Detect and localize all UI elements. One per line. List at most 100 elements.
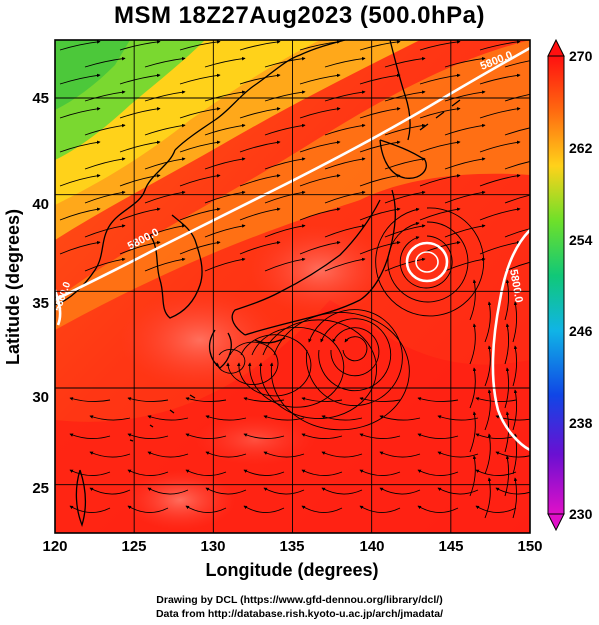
- streamline: [444, 157, 486, 170]
- streamline: [204, 56, 246, 68]
- streamline: [475, 505, 517, 513]
- streamline: [127, 433, 169, 439]
- streamline: [179, 207, 221, 221]
- streamline: [144, 190, 186, 204]
- x-tick-label: 125: [121, 538, 146, 555]
- streamline: [504, 93, 530, 102]
- streamline: [119, 174, 161, 187]
- streamline: [359, 40, 401, 51]
- streamline: [264, 56, 306, 68]
- streamline: [59, 140, 101, 153]
- streamline: [185, 469, 227, 476]
- streamline: [384, 157, 426, 170]
- streamline: [84, 123, 126, 136]
- streamline: [69, 433, 111, 439]
- streamline: [299, 107, 341, 119]
- streamline: [444, 257, 486, 272]
- streamline: [484, 345, 492, 387]
- streamline: [484, 433, 492, 475]
- streamline: [484, 389, 492, 431]
- streamline: [359, 174, 401, 187]
- colorbar-label: 270: [569, 48, 593, 64]
- streamline: [204, 157, 246, 170]
- streamline: [437, 487, 479, 495]
- streamline: [179, 140, 221, 153]
- streamline: [258, 319, 377, 419]
- streamline: [239, 207, 281, 221]
- streamline: [359, 240, 401, 255]
- streamline: [321, 451, 363, 458]
- streamline: [226, 341, 279, 386]
- streamline: [89, 451, 131, 458]
- map-title: MSM 18Z27Aug2023 (500.0hPa): [114, 2, 485, 29]
- streamline: [359, 433, 401, 439]
- streamline: [299, 73, 341, 85]
- streamline: [127, 397, 169, 403]
- streamline: [239, 240, 281, 255]
- streamline: [419, 107, 461, 119]
- streamline: [243, 505, 285, 513]
- streamline: [204, 224, 246, 238]
- streamline: [384, 56, 426, 68]
- x-tick-label: 130: [200, 538, 225, 555]
- streamline: [119, 240, 161, 255]
- streamline: [321, 487, 363, 495]
- x-tick-label: 145: [438, 538, 463, 555]
- streamline: [419, 40, 461, 51]
- streamline: [179, 40, 221, 51]
- streamline: [243, 433, 285, 439]
- streamline: [419, 73, 461, 85]
- streamline: [185, 397, 227, 403]
- streamline: [89, 487, 131, 495]
- streamline: [504, 455, 510, 497]
- streamline: [301, 469, 343, 476]
- streamline: [144, 224, 186, 238]
- streamline: [59, 240, 101, 255]
- streamline: [264, 257, 306, 272]
- streamline: [144, 123, 186, 136]
- streamline: [437, 451, 479, 458]
- streamline: [299, 140, 341, 153]
- streamline: [299, 207, 341, 221]
- colorbar-label: 254: [569, 232, 593, 248]
- streamline: [239, 174, 281, 187]
- colorbar: 270 262 254 246 238 230: [547, 38, 593, 532]
- streamline: [417, 397, 459, 403]
- plot-frame: [54, 39, 531, 534]
- x-axis-title: Longitude (degrees): [205, 560, 378, 580]
- streamline: [69, 469, 111, 476]
- streamline: [84, 157, 126, 170]
- streamline: [444, 123, 486, 136]
- streamline: [69, 505, 111, 513]
- y-axis-title: Latitude (degrees): [3, 209, 23, 365]
- streamline: [59, 174, 101, 187]
- streamline: [204, 257, 246, 272]
- streamline: [359, 140, 401, 153]
- streamline: [305, 309, 403, 406]
- streamline: [504, 228, 530, 238]
- streamline: [321, 415, 363, 421]
- colorbar-label: 238: [569, 415, 593, 431]
- streamline: [324, 157, 366, 170]
- streamline: [475, 469, 517, 476]
- streamline: [144, 56, 186, 68]
- x-tick-label: 135: [279, 538, 304, 555]
- streamline: [205, 487, 247, 495]
- streamline: [479, 40, 521, 51]
- streamline: [469, 411, 477, 453]
- colorbar-label: 262: [569, 140, 593, 156]
- streamline: [495, 415, 530, 421]
- streamline: [504, 194, 530, 204]
- streamline: [204, 190, 246, 204]
- streamline: [263, 487, 305, 495]
- streamline: [318, 318, 392, 392]
- x-tick-label: 150: [517, 538, 542, 555]
- colorbar-bottom-arrow: [547, 513, 565, 532]
- streamline: [204, 90, 246, 102]
- streamline: [417, 505, 459, 513]
- streamline: [301, 397, 343, 403]
- streamline: [444, 190, 486, 204]
- streamline: [444, 90, 486, 102]
- streamline: [379, 451, 421, 458]
